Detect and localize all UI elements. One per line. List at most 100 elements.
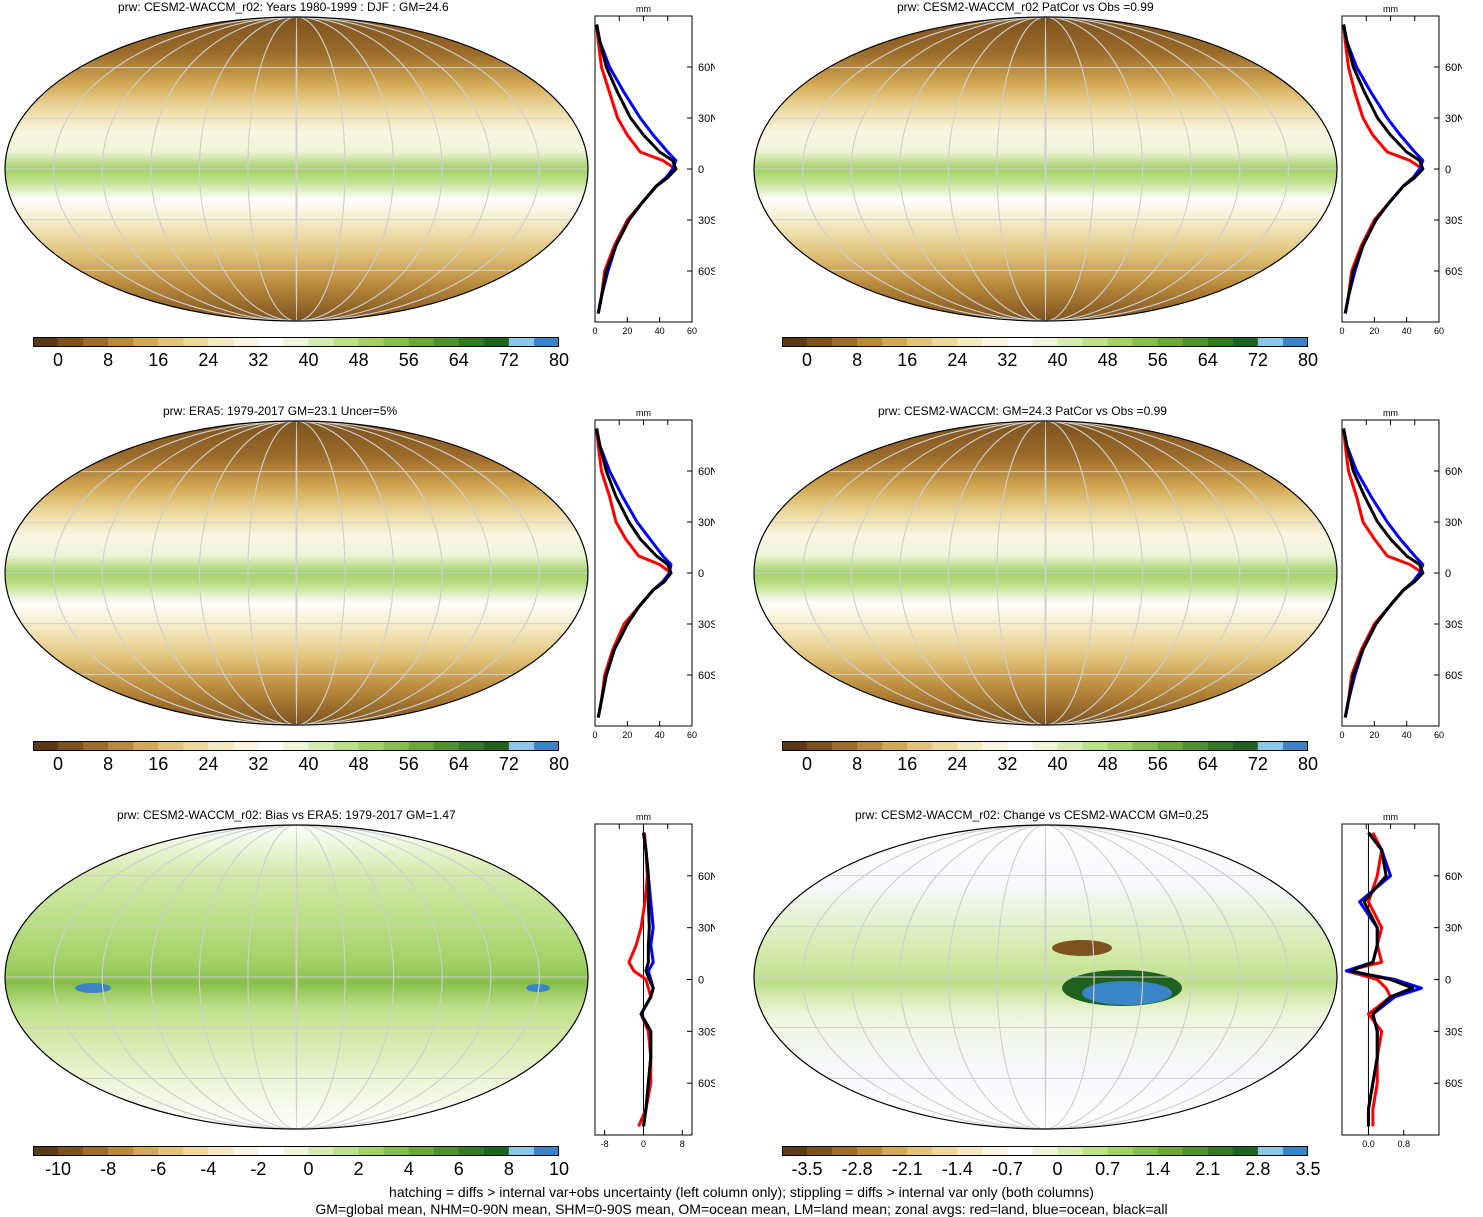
graticule-line bbox=[947, 421, 1144, 725]
colorbar-tick-label: 24 bbox=[198, 350, 219, 370]
colorbar-tick-label: 80 bbox=[1297, 350, 1319, 370]
zonal-mean-profile: mm 60N 30N 0 30S 60S 0 20 40 60 bbox=[1339, 408, 1462, 740]
colorbar-swatch bbox=[458, 1146, 485, 1156]
series-line-all bbox=[595, 24, 678, 314]
series-line-ocean bbox=[1342, 24, 1425, 314]
colorbar-swatch bbox=[383, 1146, 410, 1156]
colorbar-swatch bbox=[1057, 741, 1084, 751]
colorbar-swatch bbox=[283, 337, 310, 347]
colorbar-swatch bbox=[857, 1146, 883, 1156]
colorbar-swatch bbox=[208, 337, 234, 347]
colorbar-swatch bbox=[1182, 337, 1209, 347]
graticule-line bbox=[802, 825, 1289, 1129]
lat-tick-label: 30N bbox=[698, 113, 715, 125]
colorbar-swatch bbox=[33, 741, 59, 751]
graticule-line bbox=[850, 421, 1241, 725]
colorbar-tick-label: 40 bbox=[1047, 754, 1068, 774]
graticule-line bbox=[150, 825, 443, 1129]
lat-tick-label: 30S bbox=[698, 1026, 715, 1038]
graticule-line bbox=[198, 825, 395, 1129]
colorbar-swatch bbox=[58, 741, 84, 751]
graticule-line bbox=[1044, 17, 1047, 321]
colorbar-tick-label: 0 bbox=[53, 754, 64, 774]
colorbar-swatch bbox=[982, 337, 1008, 347]
colorbar-swatch bbox=[508, 337, 535, 347]
profile-frame bbox=[594, 15, 693, 323]
map-outline bbox=[4, 824, 589, 1130]
panel-title: prw: CESM2-WACCM_r02: Change vs CESM2-WA… bbox=[855, 808, 1209, 822]
colorbar-swatch bbox=[1257, 1146, 1284, 1156]
map-abs-model-patcor bbox=[753, 16, 1338, 322]
colorbar-swatch bbox=[108, 337, 134, 347]
x-tick-label: 0 bbox=[641, 1139, 646, 1149]
lat-tick-label: 60N bbox=[1445, 62, 1462, 74]
colorbar-swatch bbox=[208, 741, 234, 751]
colorbar-swatch bbox=[882, 1146, 908, 1156]
colorbar-swatch bbox=[1132, 1146, 1159, 1156]
colorbar-swatch bbox=[158, 337, 184, 347]
colorbar-swatch bbox=[832, 1146, 858, 1156]
colorbar-tick-label: 40 bbox=[298, 754, 319, 774]
series-line-all bbox=[1342, 428, 1425, 718]
graticule-line bbox=[996, 17, 1095, 321]
colorbar-swatch bbox=[183, 1146, 209, 1156]
graticule-line bbox=[1044, 825, 1047, 1129]
x-tick-label: 40 bbox=[1402, 326, 1412, 336]
colorbar-swatch bbox=[1232, 1146, 1259, 1156]
colorbar-swatch bbox=[1157, 1146, 1184, 1156]
graticule-line bbox=[53, 421, 540, 725]
colorbar-tick-label: -4 bbox=[200, 1159, 217, 1179]
colorbar-tick-label: 56 bbox=[1147, 350, 1168, 370]
colorbar-swatch bbox=[358, 337, 385, 347]
colorbar-tick-label: 8 bbox=[503, 1159, 514, 1179]
lat-tick-label: 0 bbox=[698, 975, 704, 987]
colorbar-tick-label: 24 bbox=[947, 754, 968, 774]
lat-tick-label: 30S bbox=[1445, 619, 1462, 631]
colorbar-swatch bbox=[1157, 741, 1184, 751]
map-outline bbox=[4, 420, 589, 726]
graticule-line bbox=[247, 825, 346, 1129]
colorbar-tick-label: 2.1 bbox=[1195, 1159, 1221, 1179]
colorbar-labels: -3.5 -2.8 -2.1 -1.4 -0.7 0 0.7 1.4 2.1 2.8 3.5 bbox=[782, 1159, 1321, 1181]
map-outline bbox=[753, 16, 1338, 322]
colorbar-tick-label: 64 bbox=[1197, 754, 1218, 774]
graticule-line bbox=[850, 825, 1241, 1129]
panel-title: prw: CESM2-WACCM_r02: Bias vs ERA5: 1979… bbox=[117, 808, 456, 822]
graticule-line bbox=[850, 17, 1241, 321]
colorbar-swatch bbox=[208, 1146, 234, 1156]
colorbar-swatch bbox=[1107, 741, 1134, 751]
colorbar-tick-label: 16 bbox=[148, 350, 169, 370]
graticule-line bbox=[53, 825, 540, 1129]
colorbar-swatch bbox=[1032, 337, 1059, 347]
colorbar-tick-label: 80 bbox=[548, 350, 570, 370]
colorbar-swatch bbox=[133, 1146, 159, 1156]
lat-tick-label: 60S bbox=[1445, 1078, 1462, 1090]
colorbar-swatch bbox=[408, 1146, 435, 1156]
colorbar-swatch bbox=[533, 741, 559, 751]
colorbar-tick-label: 16 bbox=[148, 754, 169, 774]
x-tick-label: 20 bbox=[1369, 730, 1379, 740]
x-tick-label: 0 bbox=[592, 326, 597, 336]
x-tick-label: 0 bbox=[1339, 730, 1344, 740]
profile-frame bbox=[1341, 15, 1440, 323]
colorbar-tick-label: 8 bbox=[103, 754, 114, 774]
colorbar-swatch bbox=[882, 337, 908, 347]
colorbar-swatch bbox=[233, 337, 259, 347]
anomaly-patch bbox=[1052, 940, 1112, 956]
lat-tick-label: 60S bbox=[1445, 670, 1462, 682]
graticule-line bbox=[247, 421, 346, 725]
colorbar-swatch bbox=[158, 1146, 184, 1156]
colorbar-swatch bbox=[533, 337, 559, 347]
colorbar-tick-label: -0.7 bbox=[991, 1159, 1023, 1179]
colorbar-swatch bbox=[982, 741, 1008, 751]
graticule-line bbox=[996, 421, 1095, 725]
colorbar-tick-label: 10 bbox=[548, 1159, 570, 1179]
colorbar-swatch bbox=[1207, 741, 1234, 751]
colorbar-swatch bbox=[283, 1146, 310, 1156]
colorbar-swatch bbox=[408, 741, 435, 751]
colorbar-tick-label: 48 bbox=[348, 754, 369, 774]
colorbar-swatch bbox=[932, 337, 958, 347]
series-line-ocean bbox=[595, 24, 678, 314]
colorbar-swatch bbox=[1282, 1146, 1308, 1156]
graticule-line bbox=[899, 825, 1192, 1129]
